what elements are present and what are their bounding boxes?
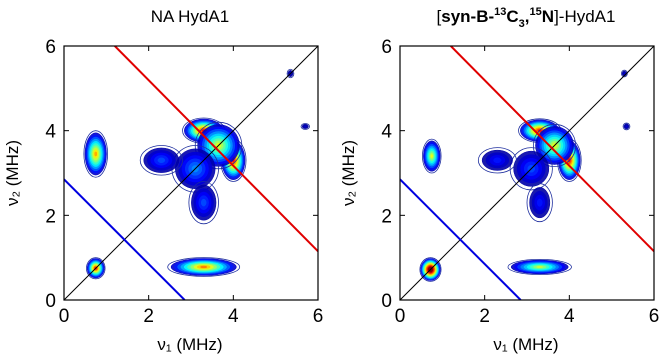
right-title-suffix: ]-HydA1 xyxy=(554,7,615,26)
left-y-tick-label: 4 xyxy=(45,122,56,143)
left-y-tick-label: 0 xyxy=(45,291,56,312)
right-panel: [syn-B-13C3,15N]-HydA1 00 2 2 4 4 6 6 ν₁ (MHz)… xyxy=(339,6,659,354)
left-contour-level xyxy=(300,123,310,130)
left-contour-level xyxy=(200,265,208,269)
left-guide-lines xyxy=(64,46,318,300)
left-y-axis-label: ν₂ (MHz) xyxy=(3,140,22,206)
right-contour-peak xyxy=(526,183,553,223)
right-contour-level xyxy=(526,183,553,223)
left-x-tick-label: 2 xyxy=(143,306,154,327)
left-plot-area: 00 2 2 4 4 6 6 xyxy=(45,37,323,327)
right-y-tick-label: 6 xyxy=(381,37,392,58)
right-contour-level xyxy=(430,154,433,159)
right-red-antidiagonal-line xyxy=(450,46,654,253)
left-contour-peak xyxy=(188,181,219,225)
right-x-axis-label: ν₁ (MHz) xyxy=(493,335,558,354)
right-contour-peak xyxy=(507,258,572,276)
right-contour-level xyxy=(477,147,517,174)
left-contour-level xyxy=(286,68,295,79)
right-x-tick-label: 0 xyxy=(395,306,406,327)
left-contour-peak xyxy=(139,145,183,176)
left-contour-level xyxy=(94,151,98,157)
right-title-nitrogen: N xyxy=(542,7,554,26)
right-title-superscript-15: 15 xyxy=(530,6,542,18)
right-title-carbon: C xyxy=(506,7,518,26)
left-y-tick-label: 2 xyxy=(45,206,56,227)
left-y-tick-label: 6 xyxy=(45,37,56,58)
left-panel: NA HydA1 00 2 2 4 4 6 6 ν₁ (MHz) ν₂ (MHz) xyxy=(3,7,323,354)
right-contour-peak xyxy=(422,138,442,174)
right-contour-level xyxy=(422,138,442,174)
left-contour-level xyxy=(86,257,106,280)
right-y-tick-label: 4 xyxy=(381,122,392,143)
right-contour-peak xyxy=(477,147,517,174)
right-guide-lines xyxy=(400,46,654,300)
left-x-tick-label: 0 xyxy=(59,306,70,327)
left-x-tick-label: 4 xyxy=(228,306,239,327)
left-blue-antidiagonal-line xyxy=(64,178,186,300)
left-x-tick-label: 6 xyxy=(313,306,324,327)
right-y-axis-label: ν₂ (MHz) xyxy=(339,140,358,206)
left-contour-level xyxy=(188,181,219,225)
left-contour-peak xyxy=(83,130,109,178)
left-plot-frame xyxy=(63,45,319,301)
left-contour-level xyxy=(83,130,109,178)
right-contour-peak xyxy=(622,122,631,131)
left-contour-level xyxy=(139,145,183,176)
right-x-tick-label: 4 xyxy=(564,306,575,327)
left-red-antidiagonal-line xyxy=(114,46,318,253)
left-contour-peak xyxy=(167,257,241,277)
right-blue-antidiagonal-line xyxy=(400,178,522,300)
right-title-bold-prefix: syn-B- xyxy=(441,7,494,26)
right-contour-level xyxy=(507,258,572,276)
right-contour-level xyxy=(623,72,626,75)
left-contour-level xyxy=(303,125,307,128)
right-contour-level xyxy=(622,122,631,131)
right-contour-level xyxy=(532,123,577,168)
right-title-superscript-13: 13 xyxy=(494,6,506,18)
left-contour-level xyxy=(157,157,166,164)
left-contour-level xyxy=(200,198,207,207)
right-title-subscript-3: 3 xyxy=(519,18,525,30)
right-plot-area: 00 2 2 4 4 6 6 xyxy=(381,37,659,327)
right-y-tick-label: 2 xyxy=(381,206,392,227)
left-diagonal-line xyxy=(64,46,318,300)
right-y-tick-label: 0 xyxy=(381,291,392,312)
right-plot-frame xyxy=(399,45,655,301)
right-x-tick-label: 2 xyxy=(479,306,490,327)
left-contour-level xyxy=(167,257,241,277)
right-contour-level xyxy=(419,257,442,282)
right-contour-level xyxy=(509,147,553,191)
right-title-open-bracket: [ xyxy=(437,7,442,26)
right-contour-level xyxy=(536,265,544,269)
right-x-tick-label: 6 xyxy=(649,306,660,327)
right-contour-level xyxy=(625,125,628,128)
right-contour-level xyxy=(621,69,628,78)
left-panel-title: NA HydA1 xyxy=(151,7,229,26)
right-title-comma: , xyxy=(525,7,530,26)
right-diagonal-line xyxy=(400,46,654,300)
right-contour-level xyxy=(536,198,543,207)
left-contour-peak xyxy=(300,123,310,130)
right-panel-title: [syn-B-13C3,15N]-HydA1 xyxy=(437,6,616,30)
left-x-axis-label: ν₁ (MHz) xyxy=(157,335,222,354)
right-contour-level xyxy=(493,157,502,164)
